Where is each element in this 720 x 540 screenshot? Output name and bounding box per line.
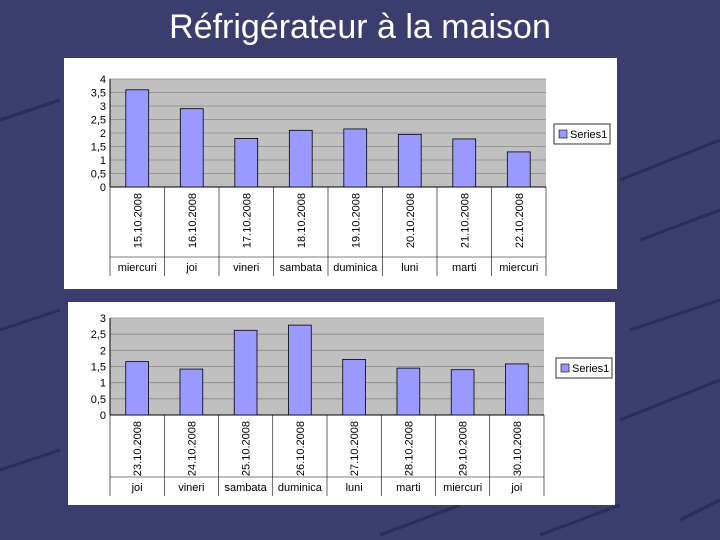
- bar: [179, 368, 204, 416]
- x-tick-label: 21.10.2008: [459, 193, 471, 248]
- day-label: luni: [401, 262, 418, 274]
- x-tick-label: 23.10.2008: [132, 421, 144, 476]
- bar-chart-2: 0 0,5 1 1,5 2 2,5 3 23.10.2008 joi 24.10.2008 vine…: [91, 313, 613, 496]
- day-label: luni: [346, 482, 363, 494]
- y-tick-label: 0,5: [91, 394, 106, 406]
- bar: [288, 324, 312, 416]
- x-tick-label: 27.10.2008: [349, 421, 361, 476]
- day-label: miercuri: [443, 482, 482, 494]
- y-tick-label: 4: [100, 74, 106, 86]
- bar: [342, 358, 366, 416]
- chart-panel-1: 0 0,5 1 1,5 2 2,5 3 3,5 4 15.10.2008 miercuri 16.10…: [64, 58, 617, 289]
- day-label: joi: [510, 482, 522, 494]
- y-tick-label: 1: [100, 378, 106, 390]
- bar: [450, 369, 475, 416]
- day-label: marti: [396, 482, 420, 494]
- y-tick-label: 2,5: [91, 115, 106, 127]
- bar: [452, 138, 477, 188]
- y-tick-label: 2,5: [91, 329, 106, 341]
- y-tick-label: 1: [100, 155, 106, 167]
- y-tick-label: 2: [100, 128, 106, 140]
- x-tick-label: 22.10.2008: [514, 193, 526, 248]
- x-tick-label: 20.10.2008: [405, 193, 417, 248]
- legend-box: [555, 357, 613, 379]
- day-label: joi: [185, 262, 197, 274]
- x-tick-label: 15.10.2008: [132, 193, 144, 248]
- y-tick-label: 1,5: [91, 362, 106, 374]
- legend-label: Series1: [570, 129, 607, 141]
- legend-box: [553, 123, 611, 145]
- bar: [397, 133, 422, 188]
- x-tick-label: 24.10.2008: [186, 421, 198, 476]
- bar: [343, 128, 368, 188]
- day-label: marti: [452, 262, 476, 274]
- bar: [505, 363, 529, 416]
- x-tick-label: 30.10.2008: [512, 421, 524, 476]
- y-tick-label: 1,5: [91, 142, 106, 154]
- y-tick-label: 0: [100, 410, 106, 422]
- legend-swatch: [560, 363, 570, 373]
- x-tick-label: 29.10.2008: [458, 421, 470, 476]
- y-tick-label: 3,5: [91, 88, 106, 100]
- x-tick-label: 16.10.2008: [187, 193, 199, 248]
- day-label: duminica: [278, 482, 323, 494]
- bar: [125, 361, 149, 416]
- legend-swatch: [558, 129, 568, 139]
- bar: [234, 138, 259, 188]
- x-tick-label: 17.10.2008: [241, 193, 253, 248]
- bar-chart-1: 00,5 11,5 22,5 33,5 4 15.10.2008 miercuri 16.10…: [91, 74, 611, 276]
- bar: [288, 129, 313, 188]
- bar: [125, 89, 150, 188]
- x-tick-label: 19.10.2008: [350, 193, 362, 248]
- bar: [179, 108, 204, 188]
- slide-title: Réfrigérateur à la maison: [169, 8, 551, 46]
- x-tick-label: 25.10.2008: [241, 421, 253, 476]
- x-tick-label: 26.10.2008: [295, 421, 307, 476]
- y-tick-label: 2: [100, 345, 106, 357]
- y-tick-label: 0,5: [91, 169, 106, 181]
- day-label: sambata: [225, 482, 268, 494]
- day-label: joi: [131, 482, 143, 494]
- y-tick-label: 0: [100, 182, 106, 194]
- y-tick-label: 3: [100, 313, 106, 325]
- y-tick-label: 3: [100, 101, 106, 113]
- bar: [396, 367, 421, 416]
- bar: [233, 329, 258, 416]
- chart-panel-2: 0 0,5 1 1,5 2 2,5 3 23.10.2008 joi 24.10.2008 vine…: [68, 302, 615, 505]
- day-label: duminica: [333, 262, 378, 274]
- x-tick-label: 28.10.2008: [403, 421, 415, 476]
- day-label: sambata: [280, 262, 323, 274]
- legend-label: Series1: [572, 363, 609, 375]
- day-label: miercuri: [118, 262, 157, 274]
- day-label: vineri: [178, 482, 204, 494]
- x-tick-label: 18.10.2008: [296, 193, 308, 248]
- bar: [506, 151, 531, 188]
- day-label: vineri: [233, 262, 259, 274]
- day-label: miercuri: [499, 262, 538, 274]
